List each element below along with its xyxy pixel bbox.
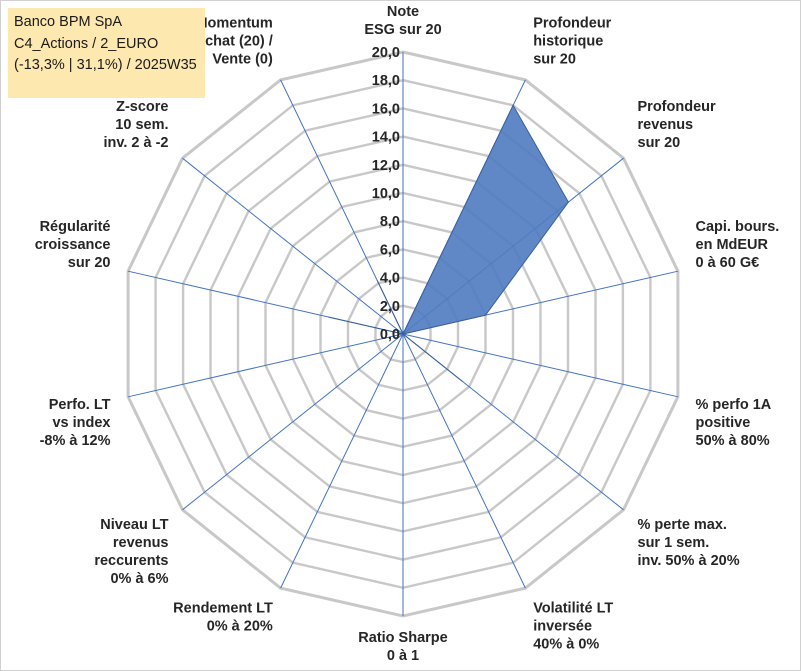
title-category: C4_Actions / 2_EURO <box>14 35 159 52</box>
category-label: Régularité croissance sur 20 <box>35 219 111 271</box>
radial-tick-label: 2,0 <box>380 299 400 315</box>
chart-title-box: Banco BPM SpA C4_Actions / 2_EURO (-13,3… <box>8 8 205 98</box>
radial-tick-label: 10,0 <box>372 186 400 202</box>
category-label: Profondeur historique sur 20 <box>533 16 611 68</box>
category-label: % perfo 1A positive 50% à 80% <box>696 397 772 449</box>
category-label: Perfo. LT vs index -8% à 12% <box>40 397 111 449</box>
category-label: Note ESG sur 20 <box>364 4 441 38</box>
radial-tick-label: 12,0 <box>372 158 400 174</box>
category-label: Profondeur revenus sur 20 <box>638 99 716 151</box>
category-label: Capi. bours. en MdEUR 0 à 60 G€ <box>696 219 780 271</box>
category-label: Momentum Achat (20) / Vente (0) <box>195 16 273 68</box>
category-label: Volatilité LT inversée 40% à 0% <box>533 600 613 652</box>
radial-tick-label: 16,0 <box>372 101 400 117</box>
radar-spoke <box>280 333 404 589</box>
category-labels: Note ESG sur 20 Profondeur historique sur 20… <box>35 4 780 664</box>
radial-tick-label: 8,0 <box>380 214 400 230</box>
radar-series-layer <box>328 104 569 382</box>
radar-spoke <box>127 333 404 398</box>
category-label: Niveau LT revenus reccurents 0% à 6% <box>94 517 168 587</box>
radial-tick-label: 20,0 <box>372 45 400 61</box>
radar-spoke <box>402 333 526 589</box>
radial-tick-label: 0,0 <box>380 327 400 343</box>
radial-tick-label: 4,0 <box>380 271 400 287</box>
series-area <box>328 104 569 382</box>
radial-tick-labels: 0,0 2,0 4,0 6,0 8,0 10,0 12,0 14,0 16,0 18,0 20,0 <box>372 45 400 343</box>
title-company: Banco BPM SpA <box>14 14 122 30</box>
radial-tick-label: 18,0 <box>372 73 400 89</box>
title-range-week: (-13,3% | 31,1%) / 2025W35 <box>14 57 197 73</box>
category-label: Z-score 10 sem. inv. 2 à -2 <box>103 99 168 151</box>
category-label: Ratio Sharpe 0 à 1 <box>358 630 447 664</box>
category-label: % perte max. sur 1 sem. inv. 50% à 20% <box>638 517 740 569</box>
radar-spoke <box>182 333 404 511</box>
radial-tick-label: 14,0 <box>372 130 400 146</box>
radar-spoke <box>402 333 679 398</box>
radial-tick-label: 6,0 <box>380 242 400 258</box>
category-label: Rendement LT 0% à 20% <box>173 600 273 634</box>
radar-spoke <box>182 157 404 335</box>
